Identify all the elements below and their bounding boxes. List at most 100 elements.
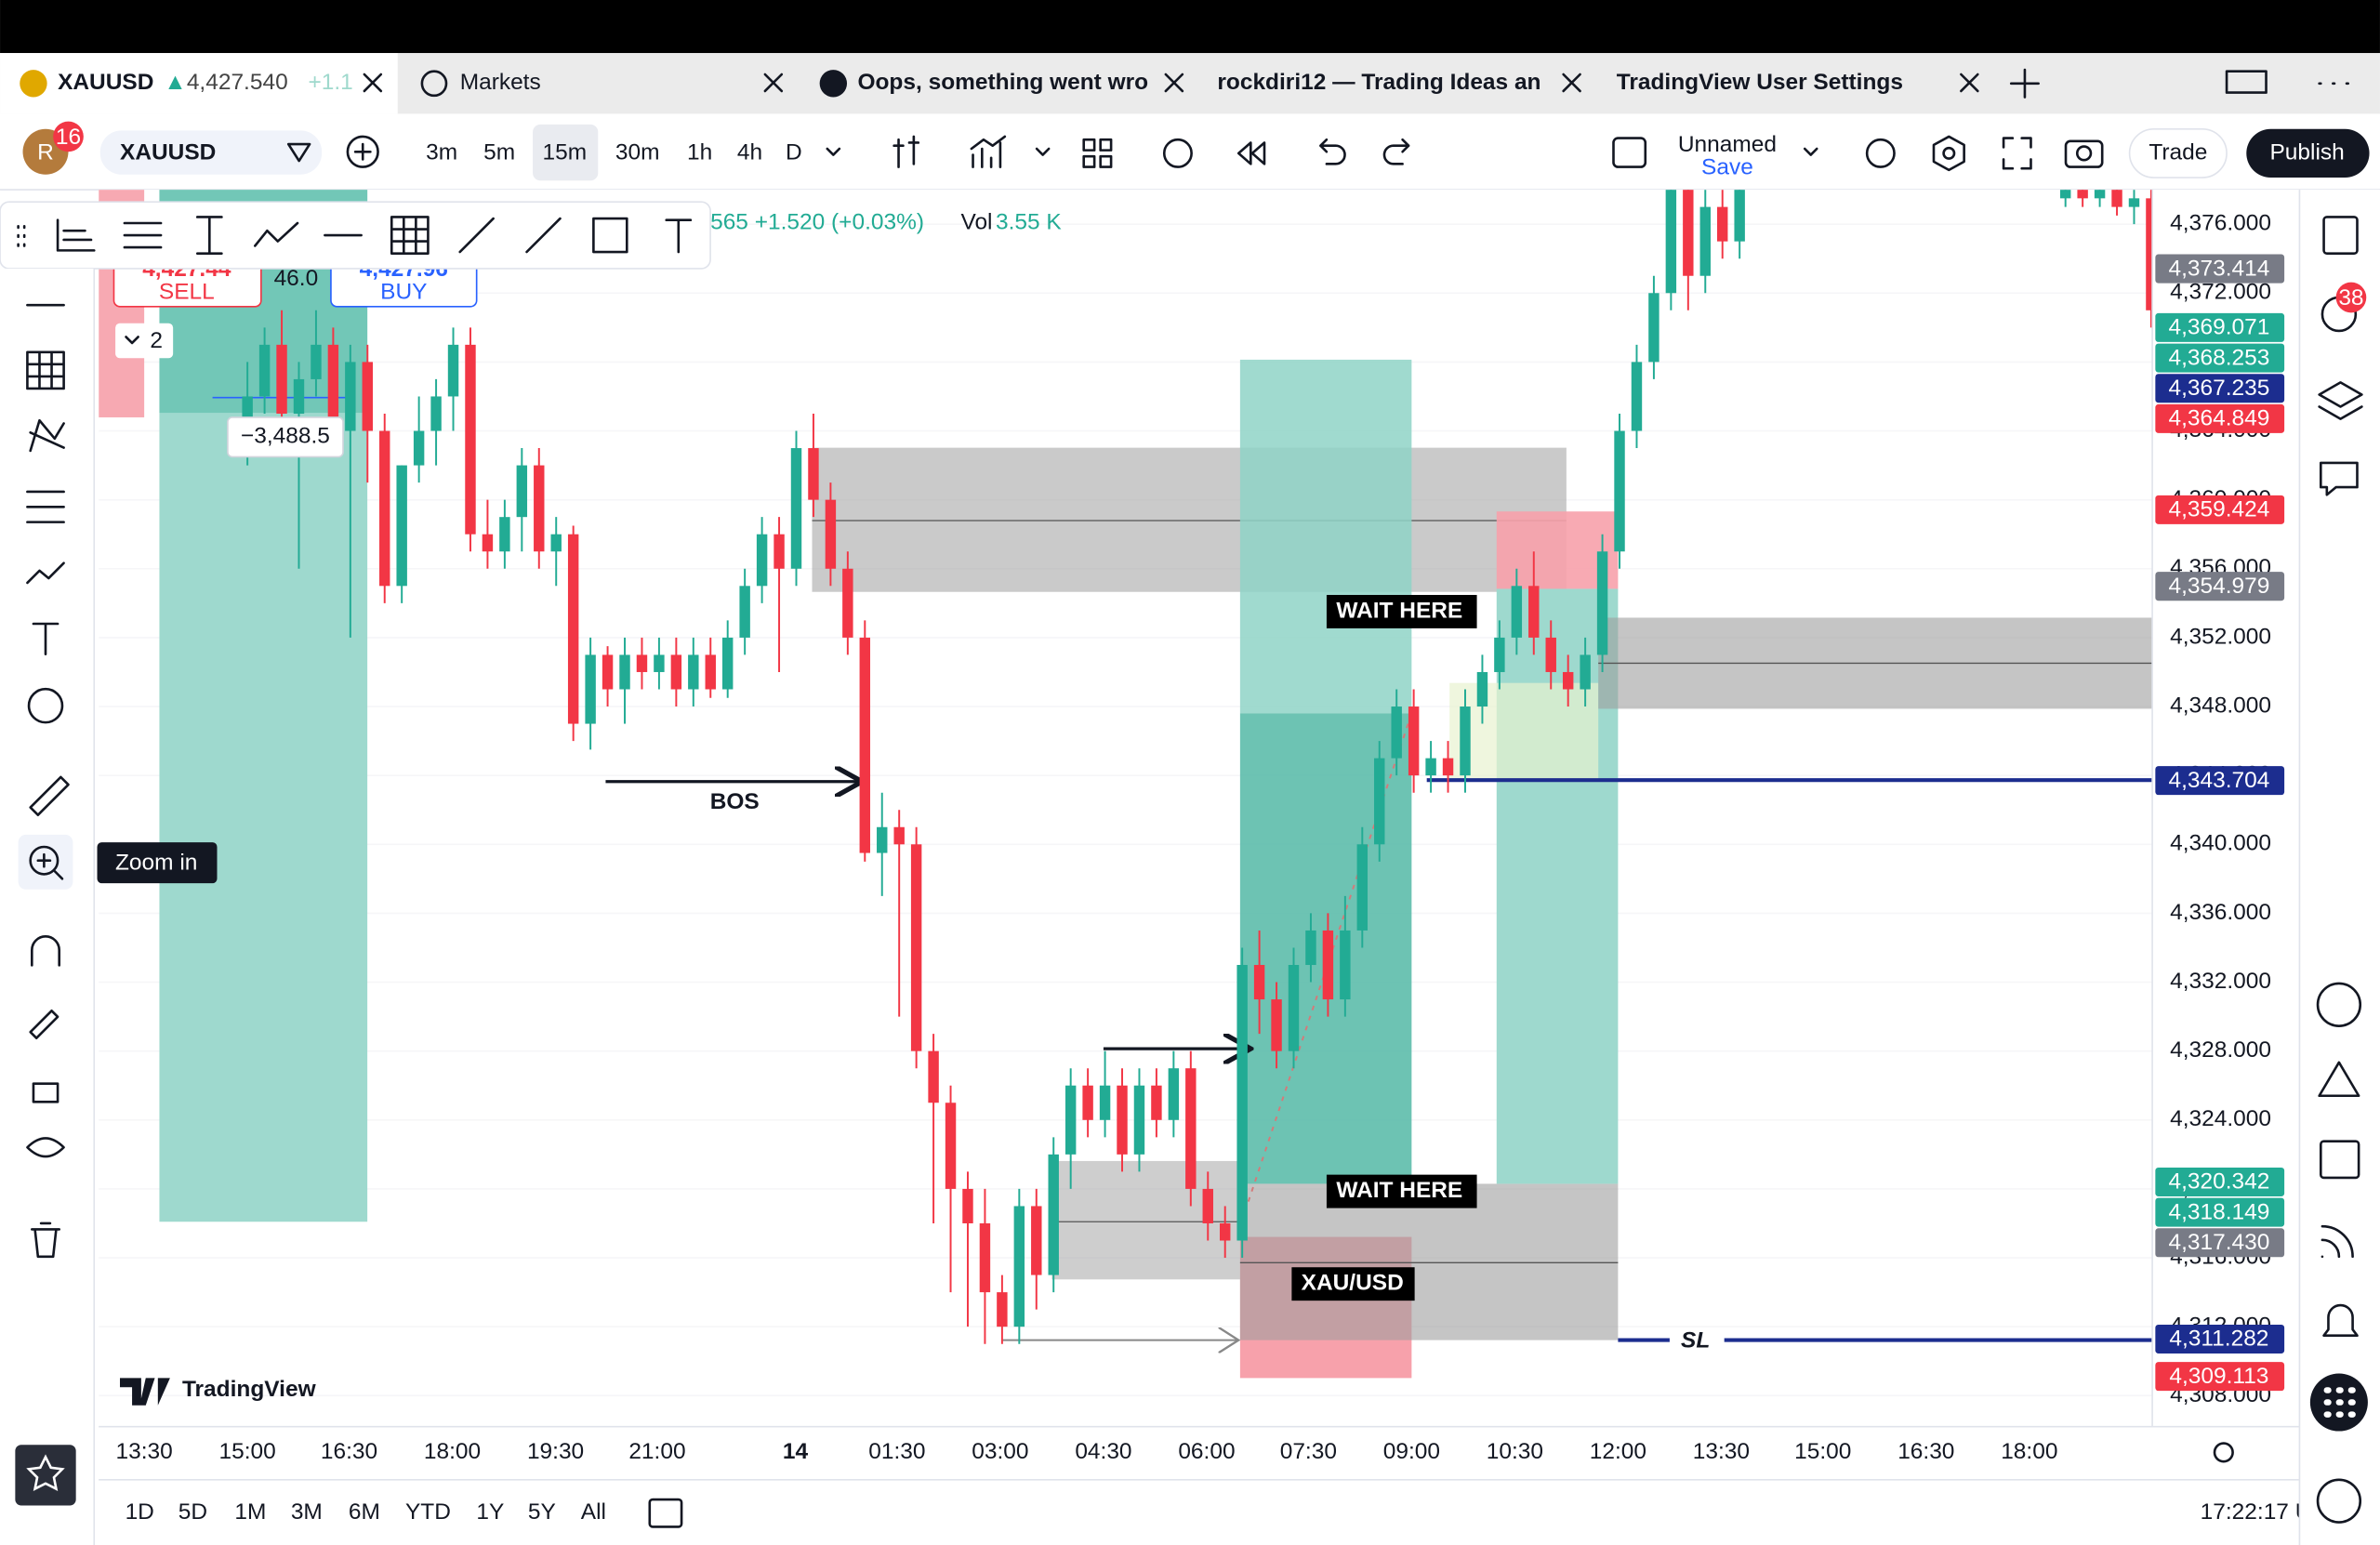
delete[interactable] xyxy=(31,1221,61,1259)
range-button[interactable]: All xyxy=(581,1499,606,1525)
go-to-date[interactable] xyxy=(648,1498,683,1528)
tool-icon[interactable] xyxy=(665,218,693,254)
redo[interactable] xyxy=(1382,138,1410,165)
tab-title[interactable]: Markets xyxy=(460,70,541,95)
tab-title[interactable]: TradingView User Settings xyxy=(1617,70,1903,95)
templates[interactable] xyxy=(1082,138,1113,168)
tool-icon[interactable] xyxy=(592,217,628,254)
x-tick-label: 14 xyxy=(783,1439,809,1464)
tool-icon[interactable] xyxy=(195,216,223,255)
target-zone[interactable] xyxy=(1239,359,1412,714)
chats[interactable] xyxy=(2319,461,2359,496)
fullscreen[interactable] xyxy=(2002,137,2032,170)
favorites[interactable] xyxy=(15,1445,76,1506)
entry-zone[interactable] xyxy=(1449,682,1599,779)
interval[interactable]: 30m xyxy=(615,139,660,165)
watchlist[interactable] xyxy=(2322,216,2359,255)
range-button[interactable]: 1D xyxy=(126,1499,154,1525)
range-button[interactable]: 5D xyxy=(178,1499,207,1525)
object-tree[interactable] xyxy=(2318,381,2363,420)
x-tick-label: 16:30 xyxy=(1897,1439,1954,1464)
calendar[interactable] xyxy=(2319,1140,2360,1180)
price-tag xyxy=(2155,1324,2285,1354)
drag-handle[interactable] xyxy=(17,224,26,247)
tool-icon[interactable] xyxy=(29,775,70,817)
tab-title[interactable]: rockdiri12 — Trading Ideas an xyxy=(1217,70,1540,95)
active-tool[interactable] xyxy=(18,834,73,890)
tool-icon[interactable] xyxy=(27,687,64,724)
range-button[interactable]: 3M xyxy=(291,1499,323,1525)
layout-name[interactable]: Unnamed xyxy=(1678,132,1777,157)
active-tab[interactable] xyxy=(0,53,398,114)
close-tab[interactable] xyxy=(363,73,383,93)
tool-icon xyxy=(29,845,60,876)
visibility[interactable] xyxy=(26,1137,65,1158)
tool-icon[interactable] xyxy=(56,218,96,252)
tool-icon[interactable] xyxy=(254,221,299,247)
interval[interactable]: 3m xyxy=(426,139,457,165)
tool-icon[interactable] xyxy=(32,622,60,655)
undo[interactable] xyxy=(1319,138,1346,165)
hotlist[interactable] xyxy=(2316,982,2362,1027)
chart-style[interactable] xyxy=(892,135,920,168)
trade-button[interactable] xyxy=(2128,127,2228,178)
notifications[interactable] xyxy=(2322,1303,2359,1338)
candle-body xyxy=(1013,1206,1025,1327)
axis-settings[interactable] xyxy=(2213,1442,2234,1463)
alert[interactable] xyxy=(1162,138,1193,168)
tool-icon[interactable] xyxy=(26,350,65,390)
tool-icon[interactable] xyxy=(390,216,430,255)
interval[interactable]: 4h xyxy=(737,139,762,165)
price-tag-label: 4,368.253 xyxy=(2168,345,2269,370)
compare-button[interactable] xyxy=(346,135,379,168)
tool-icon[interactable] xyxy=(29,418,65,453)
y-tick-label: 4,340.000 xyxy=(2170,831,2271,856)
new-tab[interactable] xyxy=(2009,68,2040,99)
tool-icon[interactable] xyxy=(458,217,495,254)
lock[interactable] xyxy=(32,1082,60,1103)
interval[interactable]: 5m xyxy=(483,139,515,165)
window-icon[interactable] xyxy=(2225,70,2268,94)
screenshot[interactable] xyxy=(2064,139,2104,168)
publish-button[interactable] xyxy=(2246,128,2370,178)
range-button[interactable]: 1M xyxy=(234,1499,266,1525)
pnl-box xyxy=(227,416,344,458)
settings[interactable] xyxy=(1932,135,1965,172)
news[interactable] xyxy=(2320,1224,2354,1259)
tool-icon[interactable] xyxy=(525,217,562,254)
candle-body xyxy=(1631,362,1643,431)
help[interactable] xyxy=(2316,1478,2362,1524)
layout-menu[interactable] xyxy=(1803,147,1818,156)
candle-body xyxy=(430,396,442,431)
layout-icon[interactable] xyxy=(1612,137,1647,168)
close-tab[interactable] xyxy=(763,73,784,93)
interval[interactable]: D xyxy=(786,139,802,165)
close-tab[interactable] xyxy=(1164,73,1184,93)
ideas[interactable] xyxy=(2318,1061,2360,1098)
supply-zone[interactable] xyxy=(812,447,1567,592)
interval-menu[interactable] xyxy=(826,147,841,156)
indicators[interactable] xyxy=(970,135,1007,168)
close-tab[interactable] xyxy=(1562,73,1581,93)
quick-search[interactable] xyxy=(1865,138,1896,168)
collapse-button[interactable] xyxy=(115,323,174,359)
interval[interactable]: 1h xyxy=(687,139,712,165)
symbol-search[interactable] xyxy=(99,130,323,175)
range-button[interactable]: 5Y xyxy=(528,1499,556,1525)
tab-title[interactable]: Oops, something went wro xyxy=(857,70,1148,95)
y-tick-label: 4,328.000 xyxy=(2170,1037,2271,1063)
magnet[interactable] xyxy=(31,935,61,967)
range-button[interactable]: 6M xyxy=(349,1499,380,1525)
range-button[interactable]: 1Y xyxy=(476,1499,504,1525)
close-tab[interactable] xyxy=(1960,73,1979,93)
tool-icon[interactable] xyxy=(123,221,163,249)
interval[interactable]: 15m xyxy=(543,139,588,165)
replay[interactable] xyxy=(1236,141,1266,165)
indicators-menu[interactable] xyxy=(1035,147,1051,156)
range-button[interactable]: YTD xyxy=(405,1499,451,1525)
tool-icon[interactable] xyxy=(26,490,65,523)
tool-icon[interactable] xyxy=(26,561,65,585)
demand-zone[interactable] xyxy=(1239,1183,1619,1340)
x-tick-label: 18:00 xyxy=(424,1439,481,1464)
lock-drawing[interactable] xyxy=(29,1010,60,1040)
